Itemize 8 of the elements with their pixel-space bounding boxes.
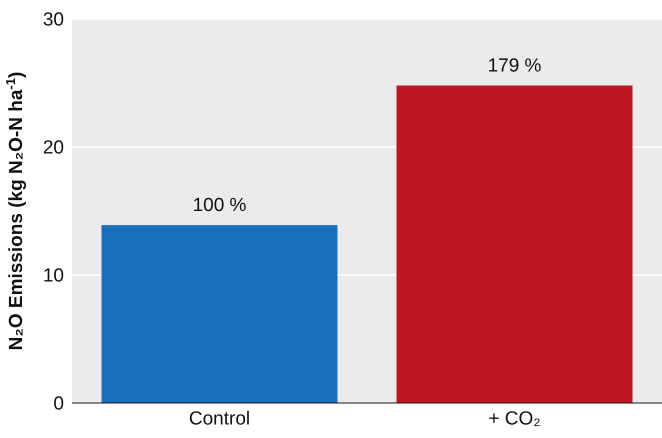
annotation: 100 %	[192, 195, 247, 216]
x-tick-label: Control	[188, 408, 250, 430]
y-tick-label: 0	[53, 394, 64, 415]
y-tick-label: 20	[42, 138, 64, 159]
x-tick-label: + CO₂	[488, 408, 541, 430]
y-tick-label: 30	[42, 10, 64, 31]
annotation: 179 %	[488, 56, 542, 77]
y-tick-label: 10	[42, 266, 64, 287]
